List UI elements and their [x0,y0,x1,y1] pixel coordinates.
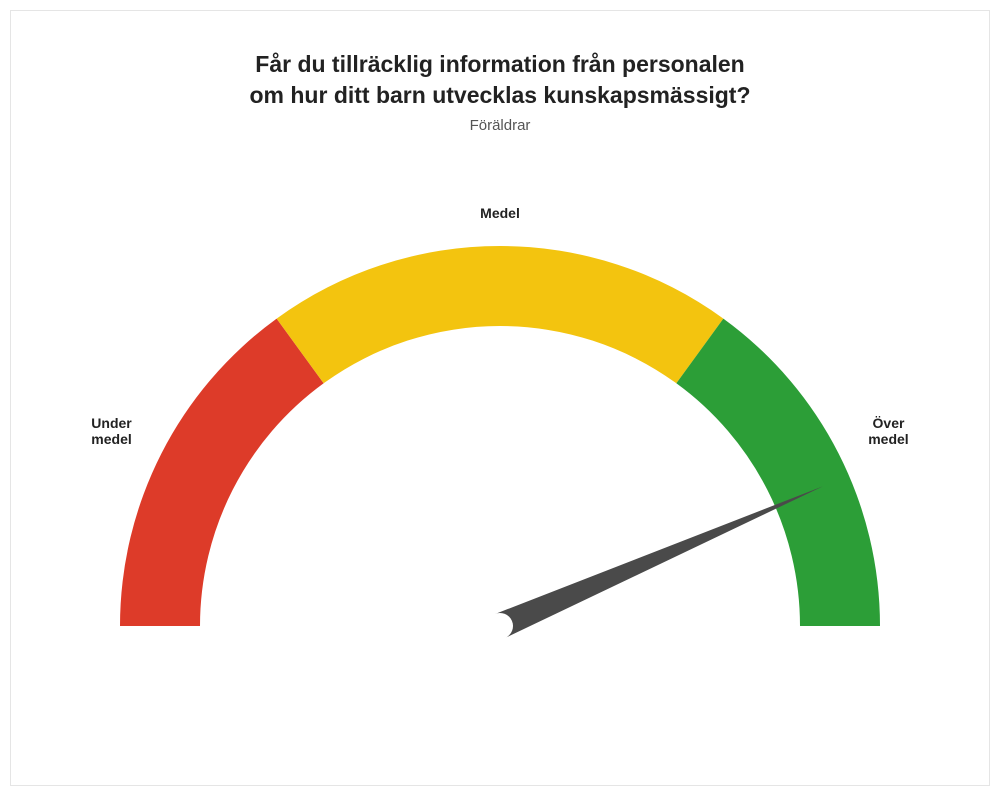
title-line-1: Får du tillräcklig information från pers… [255,51,744,77]
gauge-svg: Undermedel Medel Övermedel [20,146,980,706]
title-line-2: om hur ditt barn utvecklas kunskapsmässi… [249,82,750,108]
gauge-segment-2 [676,319,880,626]
chart-frame: Får du tillräcklig information från pers… [10,10,990,786]
chart-title: Får du tillräcklig information från pers… [11,49,989,111]
chart-subtitle: Föräldrar [11,117,989,134]
gauge-label-1: Medel [480,205,520,221]
gauge-label-2: Övermedel [868,415,908,447]
gauge-segment-0 [120,319,324,626]
gauge-chart: Undermedel Medel Övermedel [11,146,989,706]
gauge-needle [495,486,823,638]
gauge-label-0: Undermedel [91,415,132,447]
gauge-segment-1 [277,246,724,383]
